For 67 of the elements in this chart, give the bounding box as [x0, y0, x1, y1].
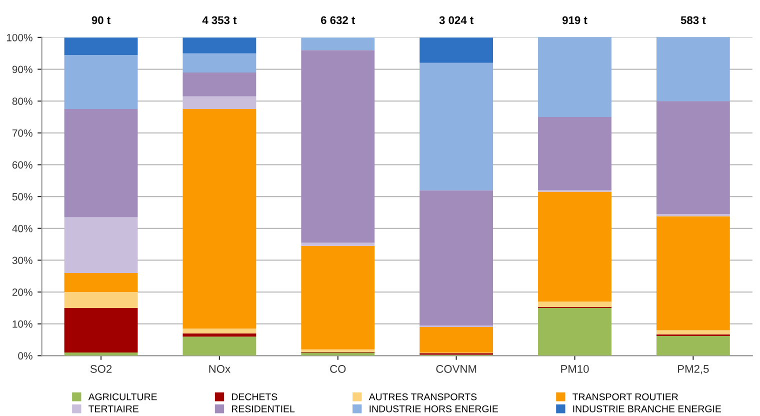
annotation: 919 t [562, 16, 588, 24]
bar [64, 352, 138, 356]
legend-label: DECHETS [232, 393, 278, 400]
x-tick-label: SO2 [90, 365, 112, 373]
bar [656, 330, 730, 334]
y-tick-label: 40% [12, 224, 32, 232]
annotation: 3 024 t [439, 16, 474, 24]
bar [656, 336, 730, 356]
y-tick-label: 90% [12, 66, 32, 74]
legend-label: TERTIAIRE [88, 406, 138, 412]
y-tick-label: 60% [12, 161, 32, 169]
bar [182, 53, 256, 72]
x-tick-label: NOx [209, 365, 230, 373]
bar [420, 190, 494, 326]
y-tick-label: 70% [12, 129, 32, 137]
legend-label: AGRICULTURE [88, 393, 157, 400]
x-tick-label: CO [330, 365, 346, 373]
y-tick-label: 10% [12, 320, 32, 328]
bar [182, 336, 256, 356]
bar [64, 109, 138, 218]
bar [182, 109, 256, 329]
bar [182, 328, 256, 334]
bar [538, 308, 612, 356]
bar [182, 37, 256, 54]
legend-label: INDUSTRIE HORS ENERGIE [370, 405, 498, 412]
bar [538, 192, 612, 302]
bar [656, 38, 730, 102]
bar [301, 352, 375, 356]
bar [182, 72, 256, 96]
bar [420, 37, 494, 63]
x-tick-label: COVNM [436, 365, 476, 373]
bar [420, 62, 494, 190]
x-tick-label: PM10 [561, 365, 589, 373]
bar [301, 246, 375, 350]
x-tick-label: PM2,5 [678, 365, 709, 374]
bar [301, 242, 375, 246]
y-tick-label: 0% [18, 352, 32, 360]
annotation: 583 t [680, 16, 706, 24]
y-tick-label: 50% [12, 193, 32, 200]
bar [301, 50, 375, 243]
bar [656, 101, 730, 214]
annotation: 4 353 t [202, 16, 237, 24]
annotation: 6 632 t [320, 16, 356, 24]
bar [64, 37, 138, 55]
bar [64, 292, 138, 308]
y-tick-label: 80% [12, 98, 32, 105]
bar [64, 217, 138, 273]
bar [64, 272, 138, 292]
bar [301, 37, 375, 50]
y-tick-label: 100% [6, 34, 32, 42]
legend-label: RESIDENTIEL [232, 405, 295, 412]
legend-label: INDUSTRIE BRANCHE ENERGIE [573, 405, 722, 412]
bar [64, 308, 138, 352]
legend-label: TRANSPORT ROUTIER [572, 393, 678, 400]
annotation: 90 t [92, 16, 110, 24]
bar [656, 216, 730, 330]
bar [538, 117, 612, 190]
y-tick-label: 30% [12, 256, 32, 264]
bar [64, 54, 138, 110]
bar [538, 38, 612, 117]
legend-label: AUTRES TRANSPORTS [368, 393, 477, 400]
bar [301, 349, 375, 352]
bar [182, 333, 256, 337]
bar [182, 96, 256, 110]
bar [420, 327, 494, 352]
y-tick-label: 20% [12, 288, 32, 296]
bar [538, 302, 612, 307]
